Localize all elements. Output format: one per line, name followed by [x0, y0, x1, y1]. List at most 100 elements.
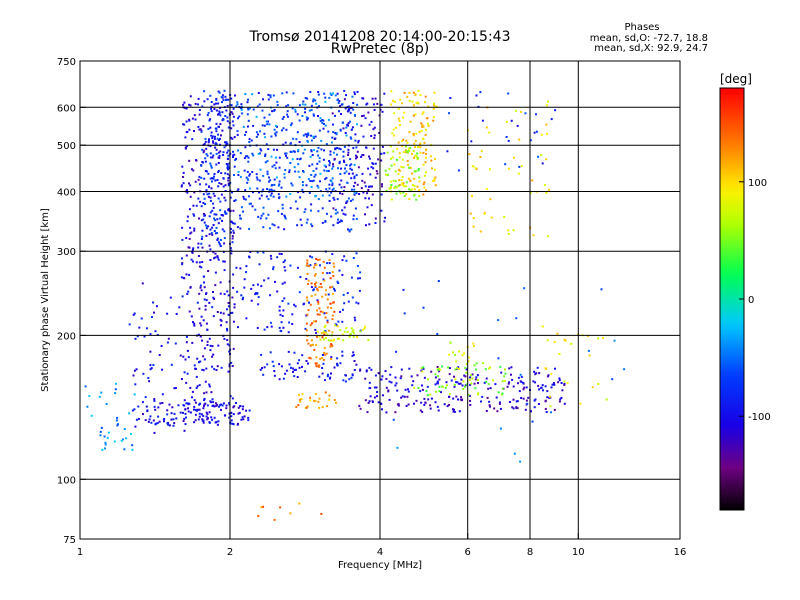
data-point-957	[340, 219, 342, 222]
data-point-2434	[532, 234, 535, 237]
data-point-2314	[474, 387, 477, 390]
data-point-2167	[540, 386, 543, 389]
data-point-1457	[247, 416, 250, 419]
data-point-1836	[409, 146, 412, 149]
data-point-301	[221, 129, 224, 132]
data-point-346	[214, 256, 217, 259]
data-point-252	[217, 151, 220, 154]
data-point-1445	[177, 404, 180, 407]
data-point-1106	[266, 160, 269, 163]
data-point-1926	[306, 299, 309, 302]
data-point-307	[211, 156, 214, 159]
data-point-2020	[332, 339, 335, 342]
data-point-360	[205, 367, 208, 370]
data-point-2046	[440, 391, 442, 394]
data-point-1431	[216, 423, 219, 426]
data-point-530	[204, 137, 207, 140]
data-point-2424	[545, 192, 548, 194]
data-point-156	[184, 408, 187, 411]
data-point-2243	[415, 399, 418, 402]
data-point-1389	[198, 412, 201, 415]
data-point-1293	[168, 403, 171, 406]
data-point-1439	[195, 408, 197, 411]
data-point-1832	[395, 192, 398, 195]
data-point-1395	[211, 418, 214, 421]
data-point-1296	[187, 290, 190, 293]
data-point-1308	[142, 372, 145, 375]
data-point-1993	[314, 284, 317, 287]
data-point-816	[345, 164, 348, 167]
data-point-2470	[570, 342, 573, 345]
data-point-474	[232, 115, 235, 118]
data-point-2094	[395, 382, 398, 385]
data-point-1189	[371, 185, 373, 188]
data-point-1139	[360, 155, 363, 158]
data-point-1888	[312, 320, 315, 323]
data-point-1702	[403, 185, 406, 188]
data-point-1317	[133, 369, 136, 372]
data-point-99	[212, 353, 215, 356]
data-point-1083	[319, 172, 322, 175]
data-point-293	[205, 189, 208, 192]
data-point-1452	[219, 404, 222, 407]
data-point-2216	[400, 396, 403, 399]
data-point-2004	[352, 335, 355, 338]
data-point-1160	[360, 124, 363, 127]
data-point-449	[231, 241, 234, 244]
data-point-112	[227, 370, 230, 373]
data-point-1392	[187, 410, 190, 413]
data-point-1056	[240, 108, 243, 111]
data-point-400	[230, 136, 233, 139]
data-point-1643	[261, 367, 263, 370]
data-point-2448	[529, 139, 532, 142]
data-point-939	[284, 217, 287, 220]
data-point-1541	[328, 272, 331, 274]
data-point-232	[218, 182, 221, 185]
data-point-1316	[145, 327, 148, 330]
data-point-670	[315, 167, 318, 170]
data-point-2047	[536, 366, 539, 369]
data-point-1456	[157, 415, 160, 418]
data-point-524	[222, 214, 224, 217]
data-point-1361	[116, 416, 119, 419]
data-point-852	[299, 158, 302, 161]
data-point-1112	[337, 102, 340, 104]
data-point-1264	[183, 429, 186, 432]
data-point-1784	[433, 102, 435, 105]
data-point-942	[246, 181, 249, 184]
data-point-2229	[371, 401, 374, 403]
data-point-63	[197, 178, 200, 181]
data-point-541	[230, 231, 232, 234]
data-point-1443	[225, 404, 228, 407]
data-point-1249	[354, 133, 357, 136]
data-point-1671	[278, 378, 281, 381]
data-point-817	[247, 160, 250, 163]
data-point-2455	[505, 136, 508, 138]
data-point-1722	[411, 184, 414, 187]
data-point-1693	[408, 99, 411, 102]
data-point-1992	[322, 260, 325, 263]
data-point-788	[328, 161, 331, 164]
data-point-1501	[358, 289, 361, 292]
data-point-312	[208, 383, 211, 386]
data-point-78	[209, 196, 212, 199]
data-point-1953	[317, 302, 320, 305]
data-point-1230	[368, 123, 371, 126]
data-point-2459	[535, 113, 537, 116]
data-point-2372	[467, 360, 470, 363]
data-point-2323	[497, 391, 500, 394]
data-point-2127	[378, 372, 381, 375]
data-point-708	[304, 97, 307, 99]
data-point-425	[206, 98, 209, 101]
data-point-2034	[324, 331, 327, 334]
data-point-1775	[425, 156, 427, 159]
data-point-2082	[375, 386, 378, 389]
data-point-1593	[288, 321, 291, 324]
data-point-1067	[323, 92, 326, 95]
data-point-949	[287, 104, 290, 107]
data-point-951	[325, 212, 328, 215]
data-point-416	[183, 399, 186, 402]
data-point-1108	[246, 178, 249, 181]
data-point-766	[297, 191, 299, 194]
data-point-1634	[350, 376, 353, 379]
